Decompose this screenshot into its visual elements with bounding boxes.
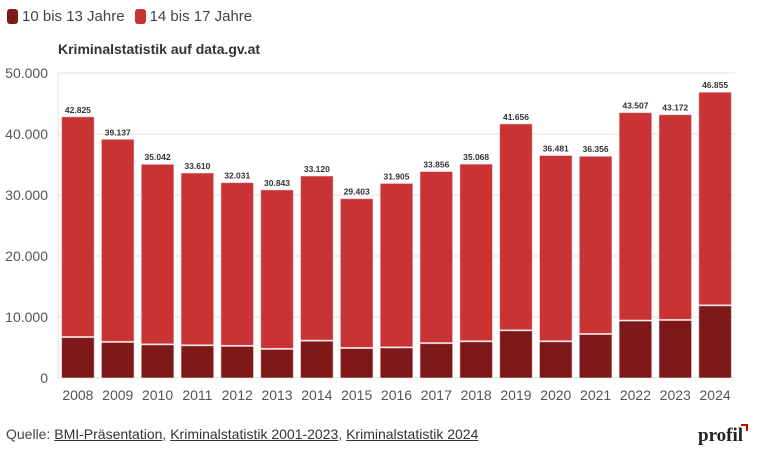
bar-segment-10-13 <box>538 341 573 379</box>
bar-segment-14-17 <box>499 123 533 331</box>
legend-label: 10 bis 13 Jahre <box>22 8 125 25</box>
bar-segment-14-17 <box>658 114 693 320</box>
total-label: 35.068 <box>463 152 489 162</box>
x-tick-label: 2012 <box>222 387 253 403</box>
legend-swatch <box>134 9 146 24</box>
bar-segment-14-17 <box>100 138 135 342</box>
x-tick-label: 2008 <box>62 387 93 403</box>
x-tick-label: 2010 <box>142 387 173 403</box>
x-tick-label: 2014 <box>301 387 332 403</box>
bar-segment-10-13 <box>379 347 414 379</box>
bar-segment-14-17 <box>61 116 95 338</box>
source-link-2024[interactable]: Kriminalstatistik 2024 <box>346 426 479 442</box>
bar-segment-10-13 <box>140 344 175 379</box>
x-tick-label: 2020 <box>540 387 571 403</box>
chart-title: Kriminalstatistik auf data.gv.at <box>58 41 261 57</box>
x-tick-label: 2023 <box>660 387 691 403</box>
total-label: 29.403 <box>344 187 370 197</box>
bar-segment-14-17 <box>260 189 294 349</box>
total-label: 43.172 <box>662 103 688 113</box>
bar-segment-10-13 <box>180 345 215 379</box>
x-tick-label: 2022 <box>620 387 651 403</box>
source-link-2001-2023[interactable]: Kriminalstatistik 2001-2023 <box>170 426 339 442</box>
total-label: 30.843 <box>264 178 290 188</box>
total-label: 33.120 <box>304 164 330 174</box>
x-tick-label: 2009 <box>102 387 133 403</box>
total-label: 36.481 <box>543 143 569 153</box>
total-label: 35.042 <box>145 152 171 162</box>
total-label: 32.031 <box>224 171 250 181</box>
total-label: 39.137 <box>105 127 131 137</box>
y-tick-label: 50.000 <box>5 65 48 81</box>
x-tick-label: 2021 <box>580 387 611 403</box>
total-label: 42.825 <box>65 105 91 115</box>
bar-segment-14-17 <box>698 91 732 306</box>
legend-item-10-13[interactable]: 10 bis 13 Jahre <box>7 8 125 25</box>
y-tick-label: 40.000 <box>5 126 48 142</box>
source-prefix: Quelle: <box>6 426 55 442</box>
x-tick-label: 2019 <box>500 387 531 403</box>
x-tick-label: 2011 <box>182 387 212 403</box>
bar-segment-10-13 <box>618 320 653 379</box>
bar-segment-14-17 <box>578 155 613 334</box>
total-label: 43.507 <box>622 101 648 111</box>
bar-segment-14-17 <box>180 172 215 346</box>
bar-segment-10-13 <box>698 305 732 379</box>
bar-segment-14-17 <box>220 182 255 346</box>
x-tick-label: 2017 <box>421 387 452 403</box>
y-tick-label: 30.000 <box>5 187 48 203</box>
bar-segment-10-13 <box>220 345 255 379</box>
bar-segment-10-13 <box>459 341 493 379</box>
bar-segment-14-17 <box>140 163 175 345</box>
x-tick-label: 2018 <box>461 387 492 403</box>
bar-segment-10-13 <box>61 337 95 379</box>
bar-segment-10-13 <box>419 343 454 379</box>
total-label: 33.856 <box>423 159 449 169</box>
x-tick-label: 2015 <box>341 387 372 403</box>
total-label: 33.610 <box>184 161 210 171</box>
profil-logo: profil <box>698 424 749 446</box>
y-tick-label: 0 <box>40 370 48 386</box>
bar-segment-10-13 <box>578 333 613 379</box>
legend-item-14-17[interactable]: 14 bis 17 Jahre <box>134 8 253 25</box>
legend: 10 bis 13 Jahre 14 bis 17 Jahre <box>7 8 252 25</box>
legend-label: 14 bis 17 Jahre <box>149 8 253 25</box>
x-tick-label: 2016 <box>381 387 412 403</box>
bar-segment-14-17 <box>538 154 573 342</box>
legend-swatch <box>7 9 18 24</box>
x-tick-label: 2024 <box>700 387 731 403</box>
total-label: 41.656 <box>503 112 529 122</box>
bar-segment-10-13 <box>100 341 135 379</box>
bar-segment-10-13 <box>300 340 334 379</box>
total-label: 31.905 <box>384 171 410 181</box>
stacked-bar-chart: 0 10.000 20.000 30.000 40.000 50.000 42.825 200… <box>5 65 735 403</box>
bar-segment-10-13 <box>260 348 294 379</box>
source-line: Quelle: BMI-Präsentation, Kriminalstatis… <box>6 426 479 442</box>
x-tick-label: 2013 <box>261 387 292 403</box>
bar-segment-14-17 <box>300 175 334 341</box>
bar-segment-14-17 <box>419 170 454 344</box>
bar-segment-10-13 <box>339 348 374 379</box>
total-label: 46.855 <box>702 80 728 90</box>
bar-segment-14-17 <box>459 163 493 342</box>
bar-segment-14-17 <box>339 198 374 348</box>
source-link-bmi[interactable]: BMI-Präsentation <box>54 426 163 442</box>
bar-segment-10-13 <box>658 319 693 379</box>
total-label: 36.356 <box>583 144 609 154</box>
bar-segment-14-17 <box>618 112 653 321</box>
y-tick-label: 10.000 <box>5 309 48 325</box>
bar-segment-10-13 <box>499 330 533 379</box>
y-tick-label: 20.000 <box>5 248 48 264</box>
bar-segment-14-17 <box>379 182 414 348</box>
